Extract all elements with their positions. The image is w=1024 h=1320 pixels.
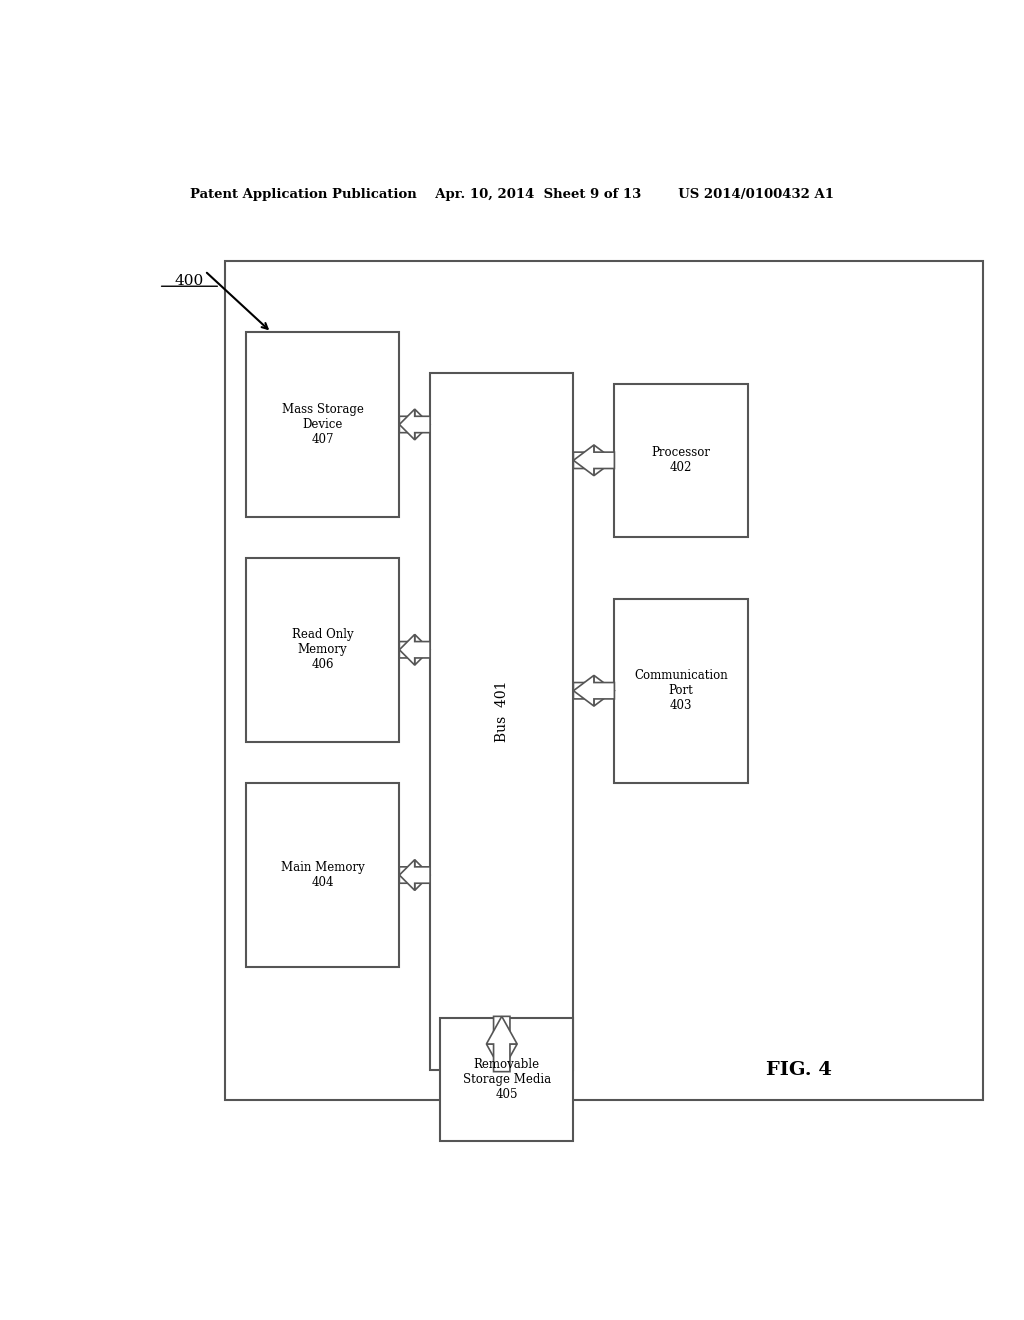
Polygon shape: [399, 409, 430, 440]
FancyBboxPatch shape: [440, 1019, 573, 1142]
FancyBboxPatch shape: [430, 374, 573, 1069]
Text: Bus  401: Bus 401: [495, 680, 509, 742]
Polygon shape: [573, 445, 614, 475]
Text: FIG. 4: FIG. 4: [766, 1060, 831, 1078]
Polygon shape: [399, 859, 430, 891]
Text: Communication
Port
403: Communication Port 403: [634, 669, 728, 713]
Polygon shape: [486, 1016, 517, 1072]
Text: 400: 400: [175, 275, 204, 288]
Text: Patent Application Publication    Apr. 10, 2014  Sheet 9 of 13        US 2014/01: Patent Application Publication Apr. 10, …: [190, 187, 834, 201]
Polygon shape: [573, 676, 614, 706]
Polygon shape: [399, 409, 430, 440]
FancyBboxPatch shape: [225, 260, 983, 1101]
FancyBboxPatch shape: [246, 557, 399, 742]
Polygon shape: [399, 635, 430, 665]
Text: Read Only
Memory
406: Read Only Memory 406: [292, 628, 353, 672]
Text: Removable
Storage Media
405: Removable Storage Media 405: [463, 1059, 551, 1101]
FancyBboxPatch shape: [246, 333, 399, 516]
Polygon shape: [573, 676, 614, 706]
Text: Mass Storage
Device
407: Mass Storage Device 407: [282, 403, 364, 446]
Polygon shape: [399, 635, 430, 665]
FancyBboxPatch shape: [614, 384, 748, 537]
Text: Processor
402: Processor 402: [651, 446, 711, 474]
FancyBboxPatch shape: [614, 598, 748, 783]
Polygon shape: [486, 1016, 517, 1072]
Text: Main Memory
404: Main Memory 404: [281, 861, 365, 890]
Polygon shape: [399, 859, 430, 891]
FancyBboxPatch shape: [246, 783, 399, 968]
Polygon shape: [573, 445, 614, 475]
